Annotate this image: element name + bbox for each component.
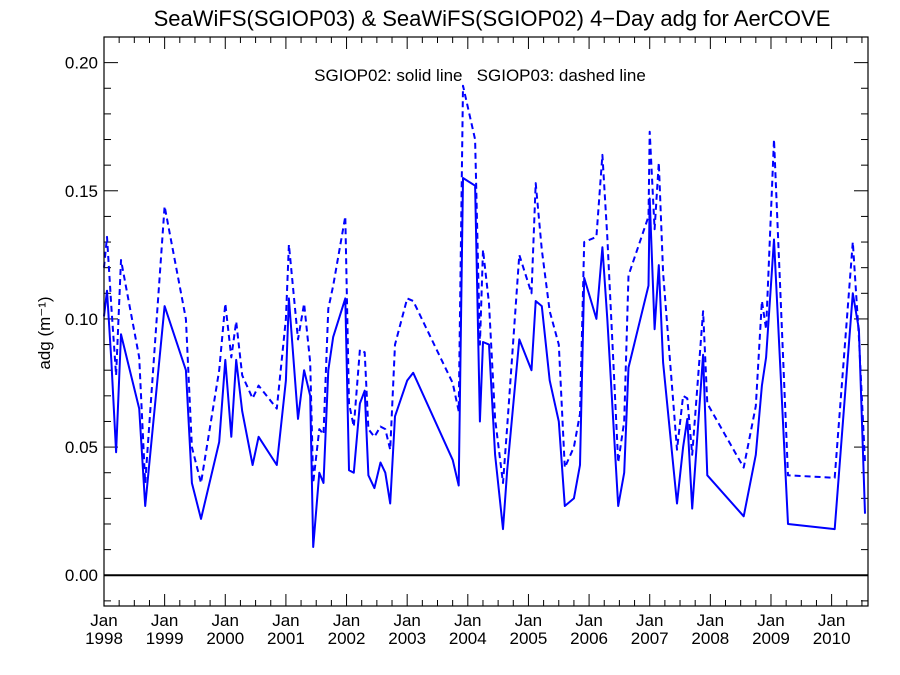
x-tick-month-label: Jan — [393, 611, 420, 630]
x-tick-month-label: Jan — [818, 611, 845, 630]
x-tick-year-label: 2010 — [813, 629, 851, 648]
y-tick-label: 0.10 — [65, 310, 98, 329]
x-tick-month-label: Jan — [90, 611, 117, 630]
x-tick-month-label: Jan — [151, 611, 178, 630]
x-tick-year-label: 1999 — [146, 629, 184, 648]
y-tick-label: 0.05 — [65, 438, 98, 457]
x-tick-year-label: 2009 — [752, 629, 790, 648]
x-tick-year-label: 2005 — [510, 629, 548, 648]
series-line-sgiop03 — [103, 84, 866, 484]
y-tick-label: 0.00 — [65, 566, 98, 585]
x-tick-month-label: Jan — [757, 611, 784, 630]
x-tick-month-label: Jan — [515, 611, 542, 630]
x-tick-month-label: Jan — [575, 611, 602, 630]
x-tick-year-label: 2007 — [631, 629, 669, 648]
series-legend-note: SGIOP02: solid line SGIOP03: dashed line — [314, 66, 646, 85]
x-axis-ticks: Jan1998Jan1999Jan2000Jan2001Jan2002Jan20… — [85, 37, 863, 648]
x-tick-month-label: Jan — [636, 611, 663, 630]
plot-frame — [103, 36, 869, 607]
y-axis-label: adg (m⁻¹) — [35, 296, 54, 369]
x-tick-year-label: 2000 — [206, 629, 244, 648]
x-tick-month-label: Jan — [454, 611, 481, 630]
x-tick-month-label: Jan — [272, 611, 299, 630]
x-tick-year-label: 1998 — [85, 629, 123, 648]
x-tick-year-label: 2006 — [570, 629, 608, 648]
x-tick-month-label: Jan — [212, 611, 239, 630]
y-tick-label: 0.15 — [65, 182, 98, 201]
x-tick-year-label: 2003 — [388, 629, 426, 648]
chart-title: SeaWiFS(SGIOP03) & SeaWiFS(SGIOP02) 4−Da… — [154, 6, 831, 31]
x-tick-year-label: 2008 — [691, 629, 729, 648]
x-tick-year-label: 2001 — [267, 629, 305, 648]
y-tick-label: 0.20 — [65, 54, 98, 73]
x-tick-year-label: 2002 — [328, 629, 366, 648]
x-tick-year-label: 2004 — [449, 629, 487, 648]
series-layer — [103, 84, 866, 548]
x-tick-month-label: Jan — [697, 611, 724, 630]
series-line-sgiop02 — [103, 177, 866, 548]
x-tick-month-label: Jan — [333, 611, 360, 630]
